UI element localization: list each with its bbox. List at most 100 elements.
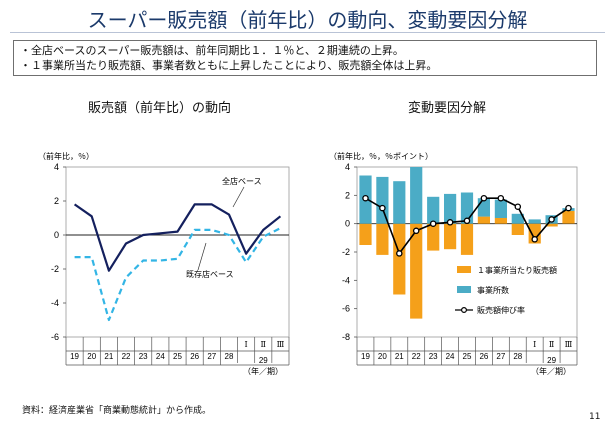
sales-growth-marker xyxy=(548,216,555,223)
sales-growth-marker xyxy=(379,204,386,212)
right-chart-title: 変動要因分解 xyxy=(408,101,487,116)
legend-marker-sales-growth xyxy=(461,307,468,314)
y-tick-label: 4 xyxy=(345,162,350,172)
y-tick-label: 0 xyxy=(345,219,350,229)
legend-label-existing-stores: 既存店ベース xyxy=(186,269,234,279)
sales-growth-marker xyxy=(429,220,437,227)
x-tick-label: 22 xyxy=(412,352,421,361)
x-tick-label: 27 xyxy=(496,352,505,361)
y-tick-label: -6 xyxy=(51,332,59,342)
y-tick-label: 2 xyxy=(345,190,350,200)
x-tick-label: 21 xyxy=(104,352,113,361)
bar-per-establishment xyxy=(393,223,406,295)
bar-per-establishment xyxy=(427,223,440,251)
bar-establishment-count xyxy=(410,167,423,224)
page-title: スーパー販売額（前年比）の動向、変動要因分解 xyxy=(87,8,528,32)
x-tick-label: 28 xyxy=(513,352,522,361)
x-tick-label: 20 xyxy=(378,352,387,361)
y-tick-label: -4 xyxy=(342,275,350,285)
bar-per-establishment xyxy=(494,218,507,224)
x-year-label: 29 xyxy=(547,356,556,365)
source-note: 資料：経済産業省「商業動態統計」から作成。 xyxy=(22,406,212,416)
x-tick-label: 25 xyxy=(463,352,472,361)
x-tick-label: 22 xyxy=(122,352,131,361)
y-tick-label: -2 xyxy=(342,247,350,257)
bar-establishment-count xyxy=(528,219,541,224)
bar-per-establishment xyxy=(460,223,474,255)
sales-growth-marker xyxy=(565,204,572,212)
x-axis-note: （年／期） xyxy=(531,366,571,376)
sales-growth-marker xyxy=(531,236,538,243)
sales-growth-marker xyxy=(412,227,420,235)
y-tick-label: 4 xyxy=(54,162,59,172)
sales-growth-marker xyxy=(497,194,505,202)
sales-growth-marker xyxy=(446,219,454,226)
legend-swatch-per-establishment xyxy=(457,266,471,273)
x-tick-label: 25 xyxy=(173,352,182,361)
x-axis-note: （年／期） xyxy=(243,366,283,376)
callout-line xyxy=(232,186,245,208)
sales-growth-marker xyxy=(396,250,403,257)
x-tick-label: 28 xyxy=(225,352,234,361)
x-tick-label: 20 xyxy=(87,352,96,361)
bar-per-establishment xyxy=(477,216,490,224)
y-unit-label: （前年比，％） xyxy=(38,151,94,161)
summary-box: ・全店ベースのスーパー販売額は、前年同期比１．１％と、２期連続の上昇。 ・１事業… xyxy=(13,40,597,76)
x-tick-label: 26 xyxy=(190,352,199,361)
legend-label-sales-growth: 販売額伸び率 xyxy=(477,305,525,315)
bar-per-establishment xyxy=(359,223,372,245)
bar-establishment-count xyxy=(376,176,389,224)
plot-frame xyxy=(65,166,290,338)
bar-establishment-count xyxy=(393,181,406,224)
x-period-label: Ⅱ xyxy=(261,340,266,349)
x-period-label: Ⅲ xyxy=(277,340,285,349)
sales-growth-marker xyxy=(514,203,522,210)
x-tick-label: 19 xyxy=(361,352,370,361)
x-tick-label: 23 xyxy=(139,352,148,361)
x-tick-label: 23 xyxy=(429,352,438,361)
x-tick-label: 24 xyxy=(446,352,455,361)
y-tick-label: 0 xyxy=(54,230,59,240)
title-divider xyxy=(10,32,605,33)
summary-bullet-2: ・１事業所当たり販売額、事業者数ともに上昇したことにより、販売額全体は上昇。 xyxy=(20,59,438,72)
y-tick-label: 2 xyxy=(54,196,59,206)
y-tick-label: -6 xyxy=(342,304,350,314)
bar-per-establishment xyxy=(410,223,423,319)
x-tick-label: 24 xyxy=(156,352,165,361)
y-tick-label: -2 xyxy=(51,264,59,274)
x-period-label: Ⅰ xyxy=(533,340,536,349)
page-number: 11 xyxy=(589,412,601,422)
y-tick-label: -8 xyxy=(342,332,350,342)
legend-swatch-establishment-count xyxy=(457,286,471,293)
x-tick-label: 19 xyxy=(70,352,79,361)
bar-per-establishment xyxy=(511,223,524,235)
bar-per-establishment xyxy=(376,223,389,255)
callout-line xyxy=(197,242,207,271)
bar-establishment-count xyxy=(444,193,457,224)
bar-establishment-count xyxy=(511,213,524,224)
sales-growth-marker xyxy=(480,194,488,202)
x-period-label: Ⅰ xyxy=(245,340,248,349)
legend-label-all-stores: 全店ベース xyxy=(222,176,262,186)
sales-growth-marker xyxy=(463,217,471,225)
legend-label-per-establishment: １事業所当たり販売額 xyxy=(477,265,557,275)
left-chart-title: 販売額（前年比）の動向 xyxy=(88,101,232,116)
x-tick-label: 21 xyxy=(395,352,404,361)
series-line-all-stores xyxy=(73,203,282,272)
bar-per-establishment xyxy=(562,210,575,224)
x-tick-label: 27 xyxy=(207,352,216,361)
y-unit-label: （前年比，％，％ポイント） xyxy=(329,151,433,161)
x-period-label: Ⅱ xyxy=(549,340,554,349)
x-tick-label: 26 xyxy=(479,352,488,361)
bar-establishment-count xyxy=(494,199,507,218)
y-tick-label: -4 xyxy=(51,298,59,308)
legend-label-establishment-count: 事業所数 xyxy=(477,285,509,295)
series-line-existing-stores xyxy=(74,227,281,322)
bar-per-establishment xyxy=(545,223,558,227)
x-period-label: Ⅲ xyxy=(565,340,573,349)
bar-per-establishment xyxy=(444,223,457,250)
bar-establishment-count xyxy=(427,196,440,224)
sales-growth-marker xyxy=(362,194,369,202)
